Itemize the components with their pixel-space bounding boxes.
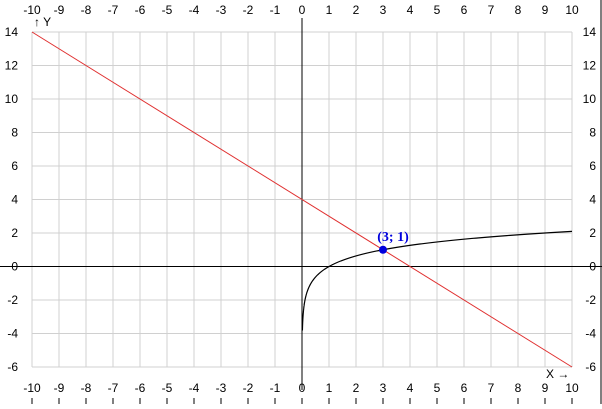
x-tick-label-top: -6 — [135, 3, 146, 17]
x-tick-label-bottom: -8 — [81, 381, 92, 395]
x-tick-label-top: 10 — [565, 3, 579, 17]
x-tick-label-top: 2 — [353, 3, 360, 17]
x-tick-label-bottom: 3 — [380, 381, 387, 395]
x-tick-label-bottom: -4 — [189, 381, 200, 395]
y-tick-label-right: -6 — [585, 360, 596, 374]
y-tick-label-right: 2 — [589, 226, 596, 240]
tick-labels: -10-10-9-9-8-8-7-7-6-6-5-5-4-4-3-3-2-2-1… — [5, 3, 597, 404]
x-tick-label-bottom: 10 — [565, 381, 579, 395]
y-tick-label-right: -4 — [585, 327, 596, 341]
intersection-point — [379, 245, 387, 254]
x-tick-label-top: 8 — [515, 3, 522, 17]
x-tick-label-bottom: -10 — [23, 381, 41, 395]
y-tick-label-left: 0 — [11, 260, 18, 274]
y-tick-label-right: 14 — [583, 25, 597, 39]
y-tick-label-left: -2 — [7, 293, 18, 307]
point-label: (3; 1) — [377, 230, 409, 245]
x-tick-label-top: -10 — [23, 3, 41, 17]
y-tick-label-right: 0 — [589, 260, 596, 274]
series — [31, 31, 573, 368]
x-axis-label: X → — [546, 367, 569, 381]
annotations: (3; 1) — [377, 230, 409, 254]
x-tick-label-bottom: -7 — [108, 381, 119, 395]
x-tick-label-bottom: -6 — [135, 381, 146, 395]
x-tick-label-top: 1 — [326, 3, 333, 17]
y-tick-label-left: -4 — [7, 327, 18, 341]
x-tick-label-bottom: -2 — [243, 381, 254, 395]
x-tick-label-top: 3 — [380, 3, 387, 17]
x-tick-label-top: 7 — [488, 3, 495, 17]
x-tick-label-bottom: -3 — [216, 381, 227, 395]
y-tick-label-right: 12 — [583, 59, 597, 73]
x-tick-label-bottom: 2 — [353, 381, 360, 395]
x-tick-label-bottom: 7 — [488, 381, 495, 395]
x-tick-label-top: 5 — [434, 3, 441, 17]
y-tick-label-left: 12 — [5, 59, 19, 73]
y-tick-label-right: -2 — [585, 293, 596, 307]
x-tick-label-top: -4 — [189, 3, 200, 17]
x-tick-label-bottom: 6 — [461, 381, 468, 395]
x-tick-label-bottom: -1 — [270, 381, 281, 395]
x-tick-label-bottom: -5 — [162, 381, 173, 395]
x-tick-label-top: -3 — [216, 3, 227, 17]
y-tick-label-right: 4 — [589, 193, 596, 207]
y-tick-label-right: 6 — [589, 159, 596, 173]
y-tick-label-left: -6 — [7, 360, 18, 374]
x-tick-label-top: 9 — [542, 3, 549, 17]
linear-line — [31, 31, 573, 368]
x-tick-label-bottom: 9 — [542, 381, 549, 395]
x-tick-label-bottom: 4 — [407, 381, 414, 395]
y-tick-label-right: 10 — [583, 92, 597, 106]
x-tick-label-top: 6 — [461, 3, 468, 17]
x-tick-label-top: -8 — [81, 3, 92, 17]
y-tick-label-left: 6 — [11, 159, 18, 173]
x-tick-label-top: -2 — [243, 3, 254, 17]
y-tick-label-left: 2 — [11, 226, 18, 240]
x-tick-label-top: -1 — [270, 3, 281, 17]
y-tick-label-left: 4 — [11, 193, 18, 207]
y-tick-label-left: 10 — [5, 92, 19, 106]
x-tick-label-top: 0 — [299, 3, 306, 17]
log-curve — [301, 230, 573, 331]
y-axis-label: ↑ Y — [34, 15, 51, 29]
x-tick-label-top: -9 — [54, 3, 65, 17]
x-tick-label-top: -7 — [108, 3, 119, 17]
x-tick-label-top: 4 — [407, 3, 414, 17]
x-tick-label-bottom: 8 — [515, 381, 522, 395]
x-tick-label-bottom: 5 — [434, 381, 441, 395]
y-tick-label-left: 14 — [5, 25, 19, 39]
y-tick-label-left: 8 — [11, 126, 18, 140]
x-tick-label-bottom: 1 — [326, 381, 333, 395]
y-tick-label-right: 8 — [589, 126, 596, 140]
x-tick-label-bottom: 0 — [299, 381, 306, 395]
x-tick-label-bottom: -9 — [54, 381, 65, 395]
x-tick-label-top: -5 — [162, 3, 173, 17]
